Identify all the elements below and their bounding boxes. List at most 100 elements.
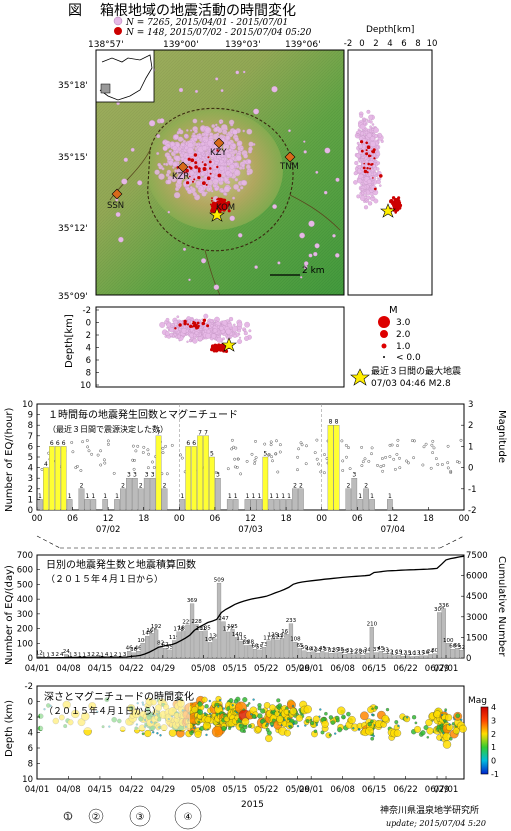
scatter-x-tick: 06/01 — [299, 785, 324, 795]
magnitude-dot — [253, 459, 257, 463]
section-dot — [211, 333, 217, 339]
magnitude-dot — [410, 439, 414, 443]
magnitude-dot — [253, 462, 257, 465]
daily-bar-label: 20 — [359, 650, 366, 656]
magnitude-dot — [87, 449, 91, 453]
section-dot — [165, 317, 170, 322]
hourly-bar-label: 7 — [157, 429, 161, 436]
daily-bar — [230, 629, 235, 659]
hourly-bar — [250, 499, 257, 511]
magnitude-dot — [313, 451, 317, 455]
section-dot — [237, 321, 243, 328]
magnitude-dot — [165, 472, 169, 476]
section-dot-recent — [193, 321, 197, 325]
daily-bar — [243, 645, 249, 659]
scatter-dot — [449, 737, 453, 741]
size-legend-label: ② — [92, 812, 101, 823]
epicenter-dot — [308, 220, 315, 227]
scatter-dot — [288, 725, 291, 728]
magnitude-dot — [274, 452, 278, 456]
hourly-y2-tick: 3 — [468, 400, 473, 410]
station-label-tnm: TNM — [279, 162, 299, 172]
section-dot — [216, 336, 223, 343]
hourly-x-tick: 00 — [316, 514, 327, 524]
scatter-dot — [313, 729, 318, 734]
epicenter-dot — [335, 253, 340, 258]
daily-bar-label: 369 — [187, 598, 198, 604]
scatter-x-tick: 05/08 — [191, 785, 216, 795]
epicenter-dot-recent — [227, 209, 231, 213]
daily-bar — [136, 651, 141, 659]
magnitude-dot — [106, 439, 110, 443]
epicenter-dot-recent — [201, 161, 204, 163]
daily-y2-ticks: 0 1500 3000 4500 6000 7500 — [461, 551, 488, 664]
section-dot-recent — [189, 324, 193, 328]
scatter-dot — [337, 727, 343, 733]
hourly-y-tick: 5 — [28, 453, 33, 463]
mag-legend-circle-2 — [380, 330, 388, 338]
magnitude-dot — [440, 463, 444, 466]
hourly-y-tick: 1 — [28, 495, 33, 505]
scatter-dot — [197, 701, 203, 707]
magnitude-dot — [422, 445, 426, 449]
magnitude-dot — [392, 457, 396, 461]
section-dot — [244, 336, 249, 341]
epicenter-dot — [219, 170, 223, 173]
epicenter-dot — [235, 155, 242, 162]
magnitude-dot — [161, 451, 165, 455]
hourly-y-tick: 0 — [28, 506, 33, 516]
epicenter-dot — [189, 170, 195, 176]
daily-bar-label: 1 — [46, 652, 50, 658]
section-dot-recent — [186, 323, 190, 326]
section-dot-recent — [214, 348, 219, 353]
daily-y-tick: 0 — [28, 654, 33, 664]
daily-bar — [383, 652, 388, 659]
epicenter-dot — [201, 145, 208, 151]
magnitude-dot — [317, 462, 321, 466]
epicenter-dot — [303, 140, 306, 143]
section-dot — [170, 325, 174, 328]
daily-bar — [405, 655, 410, 659]
magnitude-dot — [136, 444, 140, 448]
scatter-y-tick: 4 — [28, 729, 33, 739]
scatter-dot — [234, 710, 237, 713]
hourly-bar-label: 6 — [56, 440, 60, 447]
epicenter-dot — [201, 152, 204, 156]
magnitude-dot — [322, 471, 326, 475]
section-dot — [244, 321, 250, 328]
hourly-date-label: 07/03 — [238, 525, 263, 535]
scatter-dot — [448, 723, 451, 726]
daily-bar — [450, 649, 455, 659]
hourly-x-tick: 00 — [459, 514, 470, 524]
daily-y2-tick: 6000 — [466, 572, 488, 582]
daily-bar-label: 88 — [247, 640, 254, 646]
daily-bar-label: 15 — [391, 650, 398, 656]
hourly-date-labels: 07/02 07/03 07/04 — [96, 525, 405, 535]
hourly-plot-area — [36, 403, 465, 511]
epicenter-dot — [165, 162, 169, 167]
scatter-dot — [440, 713, 444, 717]
epicenter-dot — [198, 187, 201, 190]
scatter-dot — [337, 706, 346, 715]
daily-bar — [288, 623, 294, 659]
scatter-dot — [374, 705, 379, 710]
epicenter-dot — [215, 77, 219, 81]
mag-legend-circle-3 — [378, 316, 390, 328]
scatter-dot — [460, 718, 463, 721]
section-dot — [243, 328, 247, 332]
epicenter-dot — [226, 175, 230, 179]
daily-y-tick: 300 — [17, 610, 33, 620]
scatter-dot — [222, 707, 225, 710]
section-dot — [190, 318, 194, 322]
epicenter-dot — [203, 140, 206, 143]
scatter-dot — [406, 716, 409, 719]
epicenter-dot-recent — [186, 181, 190, 185]
daily-bar-label: 133 — [277, 633, 288, 639]
epicenter-dot — [233, 169, 241, 177]
magnitude-dot — [305, 444, 308, 448]
magnitude-dot — [132, 467, 136, 471]
hourly-y-tick: 8 — [28, 421, 33, 431]
epicenter-dot — [174, 169, 178, 173]
daily-bar-label: 2 — [96, 652, 100, 658]
hourly-bar-label: 1 — [85, 493, 89, 500]
